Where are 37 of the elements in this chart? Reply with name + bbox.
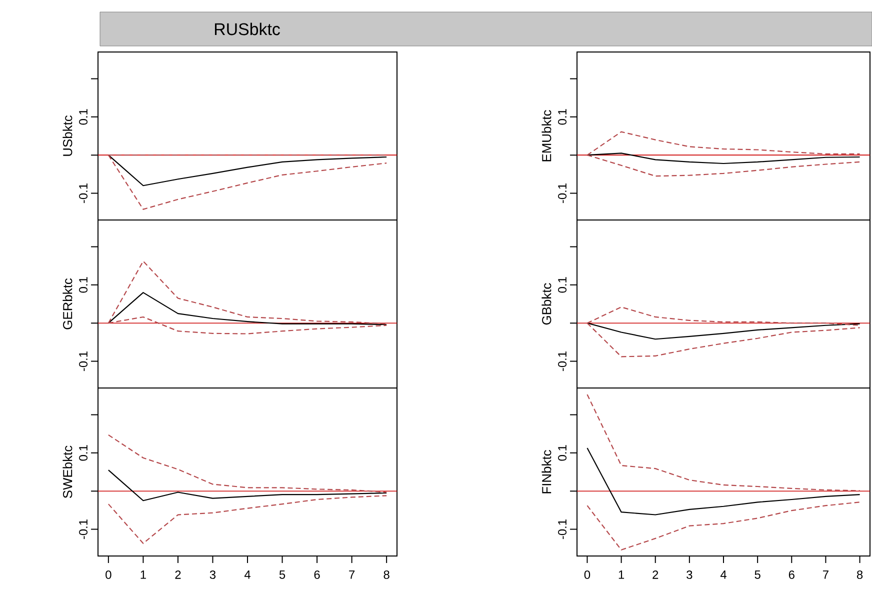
x-tick-label: 4 [244,570,250,579]
y-tick-label: 0.1 [79,445,88,461]
y-tick-label: 0.1 [79,277,88,293]
x-tick-label: 5 [279,570,286,579]
y-tick-label: -0.1 [558,520,567,540]
chart-title: RUSbktc [214,22,280,36]
y-tick-label: -0.1 [558,352,567,372]
y-axis-title: SWEbktc [62,446,72,498]
x-tick-label: 4 [720,570,726,579]
x-tick-label: 2 [652,570,658,579]
y-tick-label: 0.1 [79,109,88,125]
x-tick-label: 6 [788,570,794,579]
x-tick-label: 8 [384,570,390,579]
x-tick-label: 1 [618,570,624,579]
x-tick-label: 0 [584,570,590,579]
y-axis-title: GERbktc [62,278,72,330]
y-tick-label: 0.1 [558,445,567,461]
x-tick-label: 3 [210,570,216,579]
y-axis-title: EMUbktc [542,110,552,162]
x-tick-label: 5 [754,570,760,579]
x-tick-label: 1 [140,570,146,579]
y-axis-title: FINbktc [542,450,552,494]
y-tick-label: 0.1 [558,277,567,293]
y-axis-title: USbktc [62,115,72,156]
x-tick-label: 2 [175,570,181,579]
y-tick-label: -0.1 [79,184,88,204]
y-tick-label: -0.1 [79,352,88,372]
x-tick-label: 0 [106,570,112,579]
x-tick-label: 7 [822,570,828,579]
x-tick-label: 6 [314,570,320,579]
y-tick-label: 0.1 [558,109,567,125]
y-tick-label: -0.1 [558,184,567,204]
y-tick-label: -0.1 [79,520,88,540]
x-tick-label: 7 [349,570,355,579]
x-tick-label: 3 [686,570,692,579]
y-axis-title: GBbktc [542,283,552,325]
x-tick-label: 8 [856,570,863,579]
